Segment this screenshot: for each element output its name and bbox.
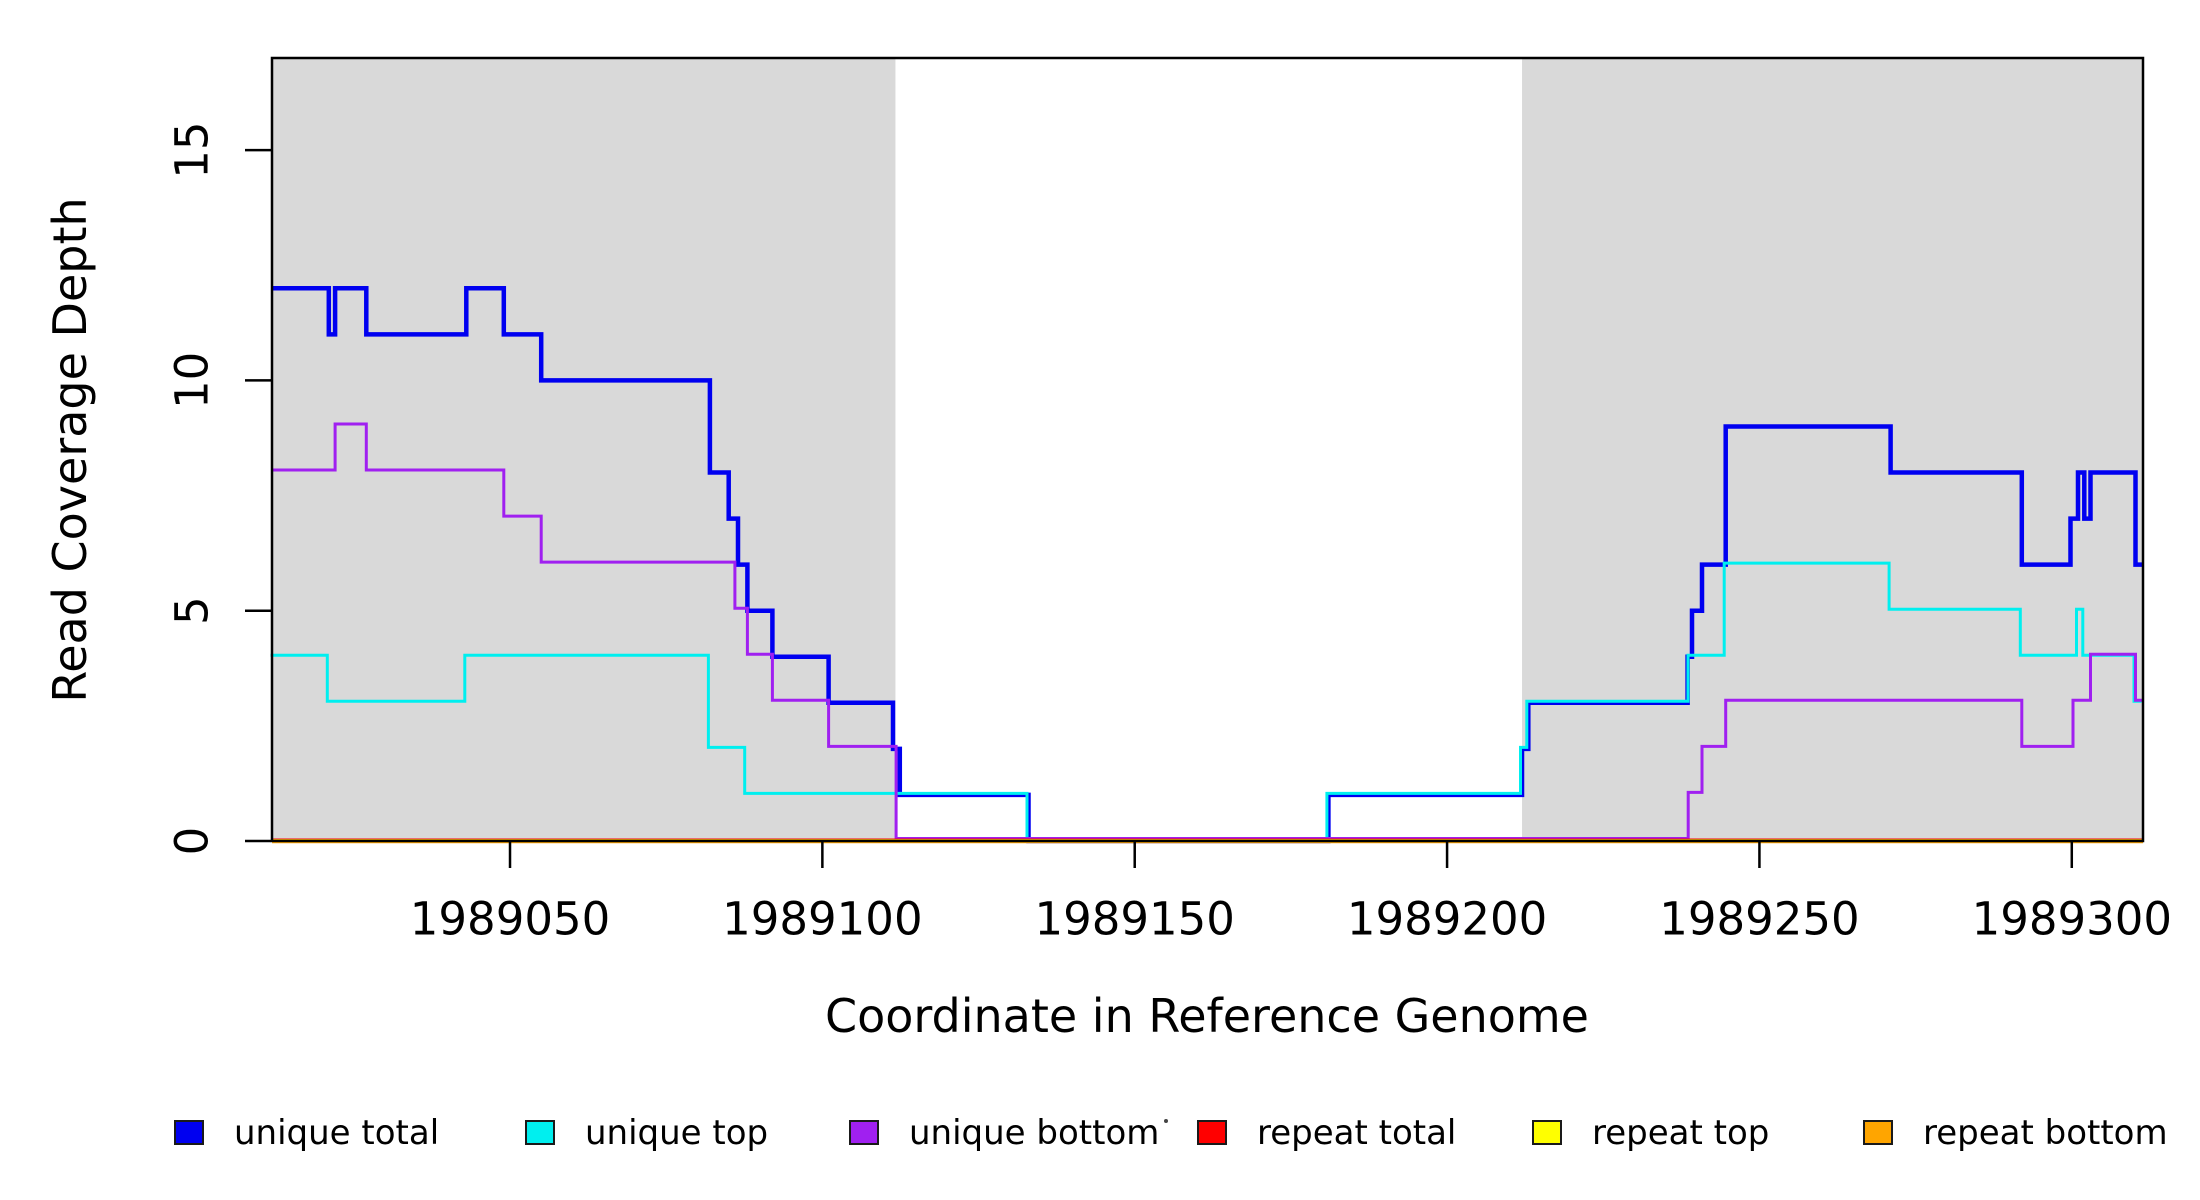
legend-swatch-unique-top bbox=[525, 1120, 555, 1145]
tick-labels-layer: 1989050 1989100 1989150 1989200 1989250 19893… bbox=[166, 121, 2172, 945]
plot-border bbox=[270, 56, 2145, 843]
y-tick-label: 10 bbox=[166, 352, 219, 409]
legend-label-repeat-total: repeat total bbox=[1257, 1113, 1456, 1153]
legend-item-repeat-total: repeat total bbox=[1197, 1113, 1456, 1153]
y-tick-label: 0 bbox=[166, 827, 219, 856]
legend-item-unique-bottom: unique bottom bbox=[849, 1113, 1159, 1153]
stray-mark bbox=[1164, 1119, 1168, 1123]
legend-swatch-repeat-bottom bbox=[1863, 1120, 1893, 1145]
x-axis-title: Coordinate in Reference Genome bbox=[825, 989, 1589, 1043]
tick-marks-layer bbox=[245, 148, 2074, 868]
axes-frame-layer bbox=[270, 56, 2145, 843]
shaded-region bbox=[1522, 58, 2143, 843]
y-axis-title: Read Coverage Depth bbox=[43, 197, 97, 702]
legend-item-unique-top: unique top bbox=[525, 1113, 768, 1153]
x-tick-label: 1989250 bbox=[1659, 893, 1859, 946]
series-line-unique-bottom bbox=[272, 422, 2143, 840]
legend-swatch-repeat-total bbox=[1197, 1120, 1227, 1145]
x-tick-label: 1989200 bbox=[1347, 893, 1547, 946]
x-tick-label: 1989100 bbox=[722, 893, 922, 946]
series-line-unique-top bbox=[270, 561, 2142, 841]
x-tick-label: 1989300 bbox=[1972, 893, 2172, 946]
x-tick-label: 1989150 bbox=[1035, 893, 1235, 946]
legend-item-repeat-top: repeat top bbox=[1532, 1113, 1769, 1153]
shaded-regions-layer bbox=[272, 58, 2143, 843]
legend-item-unique-total: unique total bbox=[174, 1113, 439, 1153]
x-tick-label: 1989050 bbox=[410, 893, 610, 946]
legend: unique total unique top unique bottom repea… bbox=[174, 1113, 2168, 1153]
legend-item-repeat-bottom: repeat bottom bbox=[1863, 1113, 2168, 1153]
shaded-region bbox=[272, 58, 896, 843]
y-tick-label: 5 bbox=[166, 596, 219, 625]
legend-label-unique-bottom: unique bottom bbox=[909, 1113, 1159, 1153]
y-tick-label: 15 bbox=[166, 121, 219, 178]
legend-swatch-unique-bottom bbox=[849, 1120, 879, 1145]
legend-swatch-repeat-top bbox=[1532, 1120, 1562, 1145]
legend-label-unique-total: unique total bbox=[234, 1113, 439, 1153]
legend-label-repeat-top: repeat top bbox=[1592, 1113, 1769, 1153]
legend-swatch-unique-total bbox=[174, 1120, 204, 1145]
legend-label-repeat-bottom: repeat bottom bbox=[1923, 1113, 2168, 1153]
legend-label-unique-top: unique top bbox=[585, 1113, 768, 1153]
